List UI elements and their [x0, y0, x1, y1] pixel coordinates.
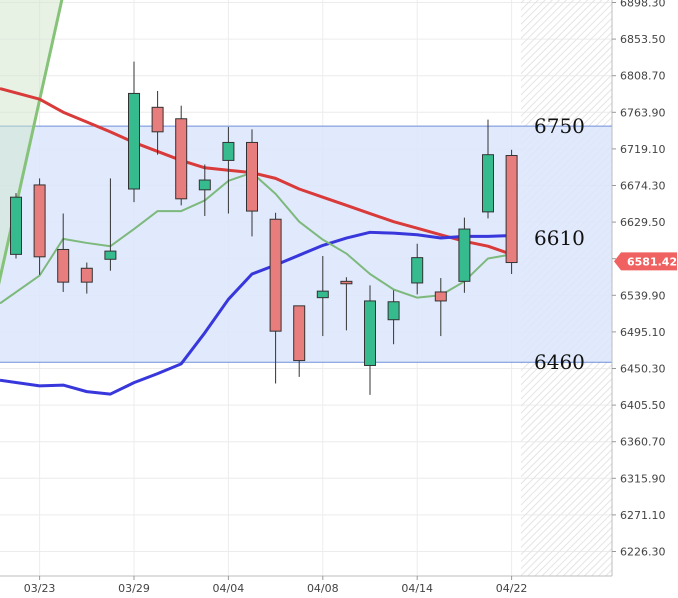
y-tick-label: 6719.10	[620, 143, 666, 156]
candle-3	[80, 262, 93, 294]
candle-15	[364, 285, 376, 395]
candle-8	[198, 164, 211, 216]
series-line-2	[0, 171, 512, 305]
y-tick-label: 6674.30	[620, 180, 666, 193]
y-tick-label: 6539.90	[620, 289, 666, 302]
candle-9	[222, 126, 235, 214]
candle-body	[104, 250, 117, 260]
candle-21	[505, 149, 518, 274]
candle-17	[411, 243, 424, 295]
trend-zone-fill	[0, 0, 62, 304]
y-tick-label: 6450.30	[620, 363, 666, 376]
y-tick-label: 6629.50	[620, 216, 666, 229]
y-tick-label: 6360.70	[620, 436, 666, 449]
level-labels: 6750 6610 6460	[534, 114, 585, 374]
candle-body	[387, 301, 400, 321]
candles	[10, 61, 518, 395]
steep-trend-line	[0, 0, 64, 304]
x-tick-label: 04/08	[307, 582, 339, 595]
candle-body	[293, 305, 306, 362]
candle-20	[482, 119, 494, 219]
y-tick-label: 6853.50	[620, 33, 666, 46]
y-tick-label: 6315.90	[620, 472, 666, 485]
candle-body	[340, 280, 353, 285]
candle-body	[80, 267, 93, 283]
candle-6	[151, 90, 164, 155]
candle-0	[10, 193, 22, 259]
candle-body	[434, 291, 447, 302]
candle-body	[198, 179, 211, 191]
candle-body	[128, 92, 140, 190]
x-tick-label: 03/23	[24, 582, 56, 595]
candle-body	[33, 184, 46, 258]
y-tick-label: 6405.50	[620, 399, 666, 412]
series-line-1	[0, 230, 512, 396]
candle-1	[33, 178, 46, 275]
candle-5	[128, 61, 140, 203]
candle-body	[246, 141, 258, 212]
candle-19	[458, 217, 471, 293]
current-price-tag-bg	[614, 252, 677, 271]
y-tick-label: 6763.90	[620, 106, 666, 119]
candle-body	[458, 228, 471, 282]
candle-14	[340, 277, 353, 331]
steep-trend-line	[0, 0, 64, 286]
candle-body	[222, 141, 235, 161]
y-tick-label: 6271.10	[620, 509, 666, 522]
candle-7	[175, 105, 188, 206]
candle-body	[10, 196, 22, 255]
x-tick-label: 03/29	[118, 582, 150, 595]
y-tick-label: 6226.30	[620, 546, 666, 559]
x-tick-label: 04/22	[496, 582, 528, 595]
candle-body	[482, 154, 494, 213]
current-price-tag: 6581.42	[614, 252, 677, 271]
candle-body	[57, 248, 70, 283]
y-tick-label: 6898.30	[620, 0, 666, 10]
candle-12	[293, 305, 306, 377]
candle-body	[505, 155, 518, 264]
candle-body	[364, 300, 376, 366]
x-tick-label: 04/14	[401, 582, 433, 595]
candle-body	[316, 290, 329, 299]
moving-average-lines	[0, 87, 513, 396]
candle-16	[387, 290, 400, 345]
candle-4	[104, 178, 117, 271]
x-tick-label: 04/04	[213, 582, 245, 595]
candle-11	[269, 212, 282, 384]
y-tick-label: 6808.70	[620, 70, 666, 83]
candle-body	[175, 118, 188, 200]
level-label-6610: 6610	[534, 226, 585, 250]
candle-10	[246, 129, 258, 237]
level-label-6750: 6750	[534, 114, 585, 138]
candle-body	[411, 257, 424, 284]
y-tick-label: 6495.10	[620, 326, 666, 339]
candle-13	[316, 256, 329, 337]
candle-18	[434, 278, 447, 337]
candle-body	[151, 106, 164, 133]
candle-2	[57, 213, 70, 292]
series-line-0	[0, 87, 513, 256]
current-price-label: 6581.42	[627, 255, 677, 268]
level-label-6460: 6460	[534, 350, 585, 374]
candle-body	[269, 218, 282, 332]
